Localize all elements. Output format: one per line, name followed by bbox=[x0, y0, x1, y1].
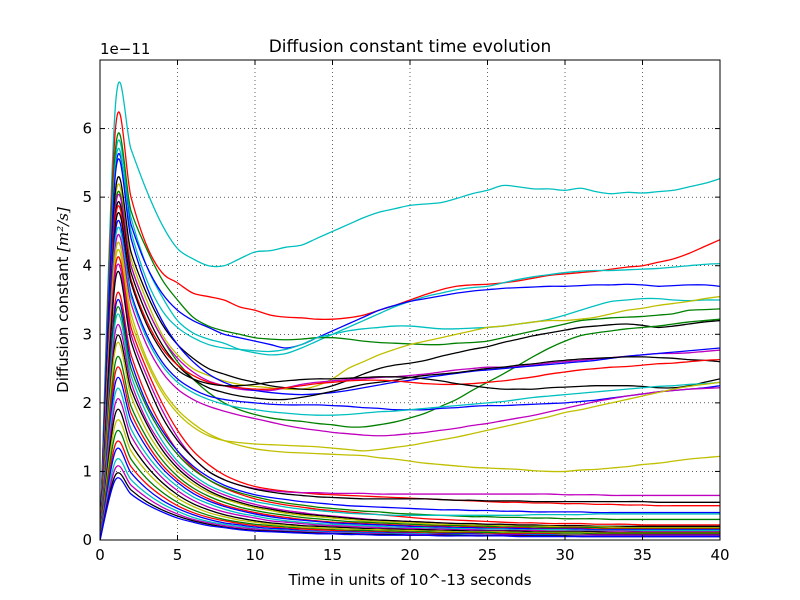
series-line-28 bbox=[100, 334, 720, 540]
x-tick-label: 30 bbox=[555, 546, 574, 564]
series-line-11 bbox=[100, 158, 720, 540]
y-tick-label: 2 bbox=[82, 394, 92, 412]
series-line-7 bbox=[100, 183, 720, 540]
x-tick-label: 25 bbox=[478, 546, 497, 564]
y-axis-label: Diffusion constant [m²/s] bbox=[54, 207, 72, 393]
series-line-39 bbox=[100, 447, 720, 540]
chart-title: Diffusion constant time evolution bbox=[269, 37, 552, 57]
series-line-38 bbox=[100, 440, 720, 540]
series-line-33 bbox=[100, 387, 720, 540]
series-line-3 bbox=[100, 139, 720, 540]
series-line-25 bbox=[100, 306, 720, 540]
series-line-29 bbox=[100, 341, 720, 540]
x-tick-label: 15 bbox=[323, 546, 342, 564]
x-axis-label: Time in units of 10^-13 seconds bbox=[287, 571, 531, 589]
series-line-22 bbox=[100, 270, 720, 540]
series-line-6 bbox=[100, 147, 720, 540]
y-tick-label: 1 bbox=[82, 462, 92, 480]
ticks: 0 5 10 15 20 25 30 35 40 0 1 2 3 4 5 6 bbox=[82, 60, 730, 564]
x-tick-label: 0 bbox=[95, 546, 105, 564]
series-line-32 bbox=[100, 377, 720, 540]
y-tick-label: 5 bbox=[82, 188, 92, 206]
series-line-26 bbox=[100, 313, 720, 540]
series-line-19 bbox=[100, 248, 720, 540]
series-line-31 bbox=[100, 366, 720, 540]
y-tick-label: 3 bbox=[82, 325, 92, 343]
series-line-23 bbox=[100, 291, 720, 540]
y-axis-label-text: Diffusion constant bbox=[54, 252, 72, 393]
y-offset-label: 1e−11 bbox=[100, 40, 150, 58]
series-line-34 bbox=[100, 398, 720, 540]
series-line-16 bbox=[100, 226, 720, 540]
x-tick-label: 35 bbox=[633, 546, 652, 564]
series-line-14 bbox=[100, 212, 720, 540]
series-line-5 bbox=[100, 132, 720, 540]
y-tick-label: 6 bbox=[82, 120, 92, 138]
series-line-20 bbox=[100, 256, 720, 540]
series-line-37 bbox=[100, 429, 720, 540]
y-tick-label: 4 bbox=[82, 257, 92, 275]
series-line-17 bbox=[100, 233, 720, 540]
series-line-9 bbox=[100, 190, 720, 540]
series-line-8 bbox=[100, 176, 720, 540]
y-tick-label: 0 bbox=[82, 531, 92, 549]
x-tick-label: 40 bbox=[710, 546, 729, 564]
x-tick-label: 20 bbox=[400, 546, 419, 564]
y-axis-label-units: [m²/s] bbox=[54, 207, 72, 252]
series-line-13 bbox=[100, 205, 720, 540]
series-line-1 bbox=[100, 81, 720, 540]
series-line-12 bbox=[100, 201, 720, 540]
x-tick-label: 5 bbox=[173, 546, 183, 564]
x-tick-label: 10 bbox=[245, 546, 264, 564]
series-line-18 bbox=[100, 241, 720, 540]
series-group bbox=[100, 81, 720, 540]
series-line-41 bbox=[100, 465, 720, 540]
series-line-15 bbox=[100, 220, 720, 540]
series-line-21 bbox=[100, 263, 720, 540]
series-line-4 bbox=[100, 152, 720, 540]
series-line-24 bbox=[100, 298, 720, 540]
series-line-36 bbox=[100, 419, 720, 540]
series-line-30 bbox=[100, 355, 720, 540]
